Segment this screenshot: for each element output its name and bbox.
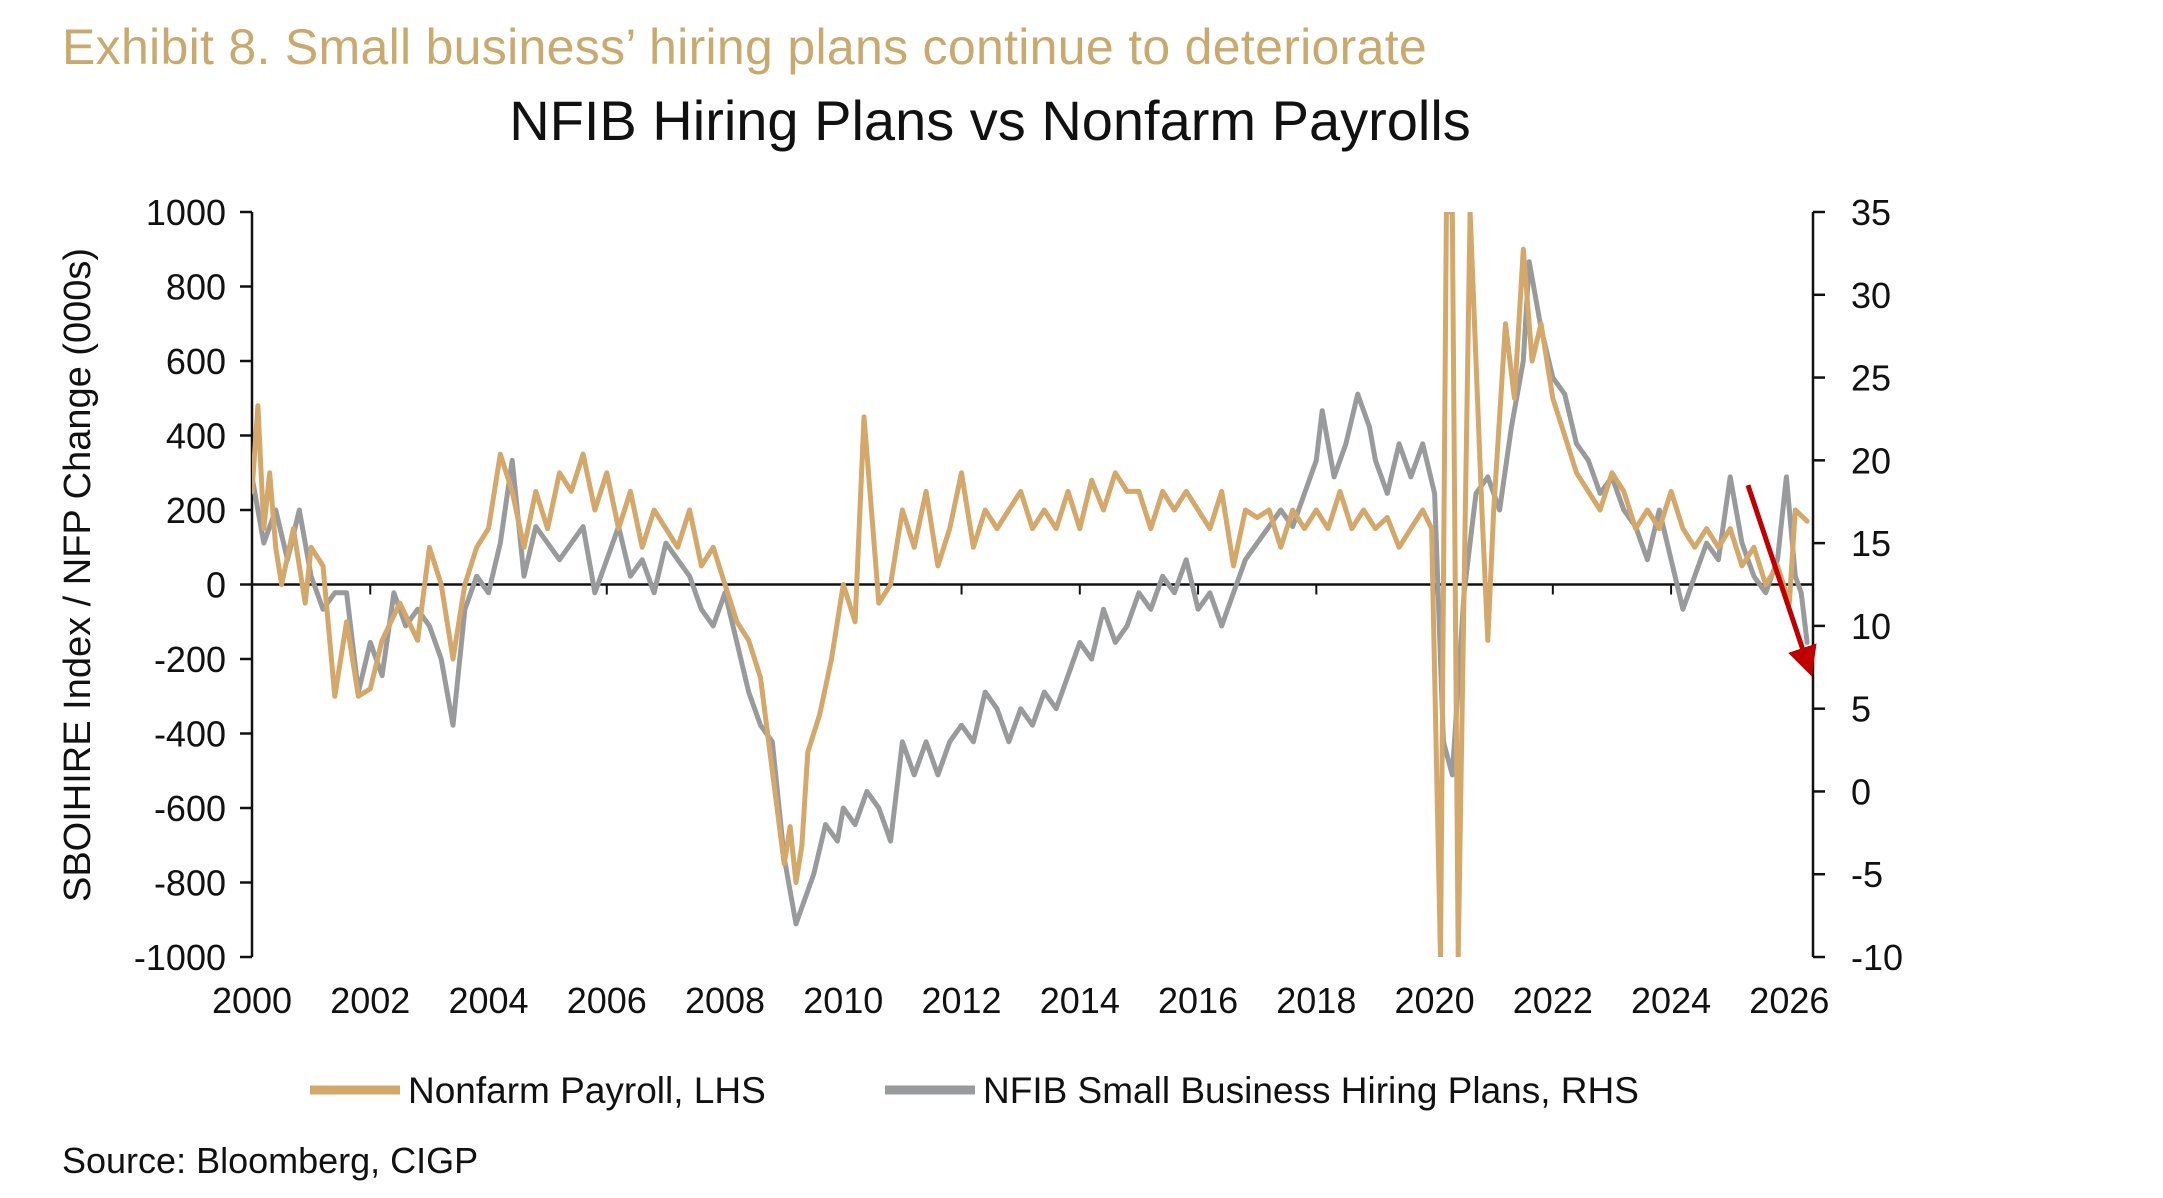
- left-tick-label: 400: [166, 416, 226, 457]
- left-axis-title: SBOIHIRE Index / NFP Change (000s): [57, 248, 99, 902]
- right-tick-label: 25: [1851, 358, 1891, 399]
- right-tick-label: 30: [1851, 275, 1891, 316]
- trend-arrow-line: [1745, 484, 1817, 677]
- left-tick-label: -1000: [134, 937, 226, 978]
- right-tick-label: -10: [1851, 937, 1903, 978]
- x-tick-label: 2004: [448, 980, 528, 1021]
- right-axis: 35 30 25 20 15 10 5 0 -5 -10: [1811, 192, 1903, 978]
- right-tick-label: -5: [1851, 854, 1883, 895]
- exhibit-title: Exhibit 8. Small business’ hiring plans …: [62, 19, 1428, 75]
- x-tick-label: 2014: [1040, 980, 1120, 1021]
- series-line-payroll: [252, 212, 1810, 957]
- x-tick-label: 2018: [1276, 980, 1356, 1021]
- left-tick-label: -200: [154, 639, 226, 680]
- x-tick-label: 2026: [1749, 980, 1829, 1021]
- left-tick-label: -600: [154, 788, 226, 829]
- x-tick-label: 2002: [330, 980, 410, 1021]
- legend-label-nfib: NFIB Small Business Hiring Plans, RHS: [983, 1070, 1639, 1111]
- left-axis: 1000 800 600 400 200 0 -200 -400 -600 -800 -1000: [134, 192, 254, 978]
- x-tick-label: 2000: [212, 980, 292, 1021]
- x-tick-label: 2022: [1513, 980, 1593, 1021]
- x-tick-label: 2006: [567, 980, 647, 1021]
- x-tick-label: 2012: [921, 980, 1001, 1021]
- left-tick-label: 1000: [146, 192, 226, 233]
- chart-title: NFIB Hiring Plans vs Nonfarm Payrolls: [509, 89, 1471, 152]
- right-tick-label: 10: [1851, 606, 1891, 647]
- x-tick-label: 2020: [1395, 980, 1475, 1021]
- series-layer: [252, 212, 1810, 957]
- source-note: Source: Bloomberg, CIGP: [62, 1140, 479, 1181]
- x-axis: 2000 2002 2004 2006 2008 2010 2012 2014 2016 2018…: [212, 584, 1829, 1021]
- left-tick-label: -800: [154, 863, 226, 904]
- left-tick-label: -400: [154, 714, 226, 755]
- legend: Nonfarm Payroll, LHS NFIB Small Business…: [310, 1070, 1639, 1111]
- right-tick-label: 15: [1851, 523, 1891, 564]
- trend-arrow: [1745, 484, 1817, 677]
- left-tick-label: 200: [166, 490, 226, 531]
- x-tick-label: 2010: [803, 980, 883, 1021]
- right-tick-label: 20: [1851, 440, 1891, 481]
- right-tick-label: 0: [1851, 771, 1871, 812]
- series-line-nfib: [252, 259, 1810, 927]
- left-tick-label: 800: [166, 267, 226, 308]
- x-tick-label: 2008: [685, 980, 765, 1021]
- right-tick-label: 5: [1851, 689, 1871, 730]
- legend-label-payroll: Nonfarm Payroll, LHS: [408, 1070, 766, 1111]
- x-tick-label: 2016: [1158, 980, 1238, 1021]
- x-tick-label: 2024: [1631, 980, 1711, 1021]
- right-tick-label: 35: [1851, 192, 1891, 233]
- left-tick-label: 0: [206, 565, 226, 606]
- left-tick-label: 600: [166, 341, 226, 382]
